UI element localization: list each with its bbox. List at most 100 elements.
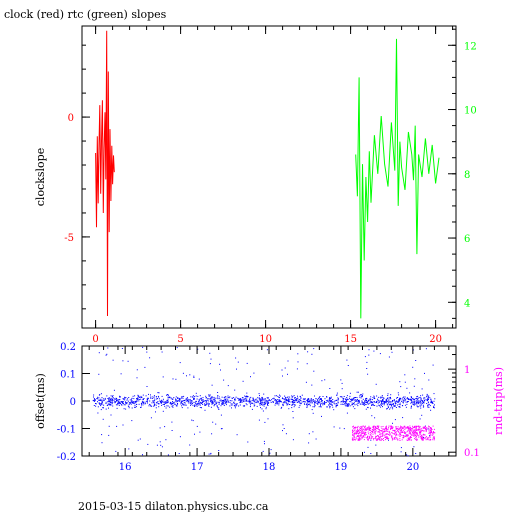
data-point-rnd-trip xyxy=(368,429,370,431)
data-point-offset xyxy=(113,389,115,391)
bottom-y-ticks: -0.2-0.100.10.2 xyxy=(57,342,90,463)
data-point-rnd-trip xyxy=(400,429,402,431)
data-point-offset xyxy=(331,401,333,403)
data-point-offset xyxy=(131,398,132,400)
data-point-rnd-trip xyxy=(375,426,377,428)
data-point-offset xyxy=(410,407,412,409)
data-point-offset xyxy=(128,448,130,450)
data-point-offset xyxy=(303,403,305,405)
data-point-rnd-trip xyxy=(417,434,419,436)
data-point-rnd-trip xyxy=(414,430,416,432)
data-point-offset xyxy=(172,399,174,400)
data-point-offset xyxy=(354,404,356,406)
data-point-offset xyxy=(354,397,356,399)
data-point-rnd-trip xyxy=(370,434,372,436)
data-point-rnd-trip xyxy=(412,427,414,429)
data-point-rnd-trip xyxy=(429,430,431,431)
data-point-offset xyxy=(414,400,416,402)
data-point-rnd-trip xyxy=(362,425,364,427)
data-point-offset xyxy=(286,402,288,404)
data-point-offset xyxy=(315,438,317,440)
data-point-offset xyxy=(381,395,383,397)
data-point-offset xyxy=(412,399,414,401)
data-point-offset xyxy=(334,403,336,405)
data-point-offset xyxy=(320,398,322,400)
data-point-offset xyxy=(354,400,356,402)
data-point-offset xyxy=(287,404,289,406)
data-point-offset xyxy=(428,398,429,400)
data-point-offset xyxy=(153,402,155,404)
data-point-offset xyxy=(99,399,101,401)
data-point-rnd-trip xyxy=(403,436,405,438)
data-point-offset xyxy=(199,404,201,406)
data-point-rnd-trip xyxy=(432,432,434,434)
data-point-offset xyxy=(351,399,352,401)
data-point-rnd-trip xyxy=(360,431,362,433)
data-point-offset xyxy=(337,402,339,404)
data-point-offset xyxy=(420,397,422,399)
data-point-offset xyxy=(119,395,120,397)
data-point-offset xyxy=(275,402,277,404)
data-point-offset xyxy=(308,403,310,405)
data-point-offset xyxy=(298,399,300,401)
data-point-offset xyxy=(247,441,249,443)
data-point-offset xyxy=(343,403,345,405)
data-point-rnd-trip xyxy=(388,432,390,434)
data-point-offset xyxy=(172,398,174,400)
data-point-offset xyxy=(178,400,180,401)
data-point-offset xyxy=(396,397,398,398)
data-point-offset xyxy=(260,403,262,405)
bottom-series xyxy=(92,346,436,457)
data-point-rnd-trip xyxy=(426,428,427,430)
data-point-rnd-trip xyxy=(414,426,416,428)
data-point-offset xyxy=(341,382,343,384)
data-point-offset xyxy=(324,402,326,404)
data-point-offset xyxy=(134,400,136,402)
data-point-offset xyxy=(119,396,121,398)
data-point-offset xyxy=(217,401,219,403)
data-point-rnd-trip xyxy=(409,432,411,434)
data-point-offset xyxy=(308,400,310,402)
data-point-offset xyxy=(136,397,138,399)
data-point-offset xyxy=(169,396,171,398)
data-point-offset xyxy=(306,407,308,408)
data-point-offset xyxy=(347,403,348,405)
data-point-offset xyxy=(231,400,233,402)
data-point-offset xyxy=(282,430,283,432)
data-point-offset xyxy=(386,404,388,406)
data-point-offset xyxy=(93,394,95,396)
data-point-offset xyxy=(142,402,144,404)
data-point-rnd-trip xyxy=(377,438,379,439)
data-point-offset xyxy=(178,398,180,399)
data-point-offset xyxy=(376,400,377,402)
data-point-offset xyxy=(428,403,430,405)
data-point-offset xyxy=(242,400,244,402)
data-point-offset xyxy=(427,404,429,406)
data-point-offset xyxy=(212,397,214,399)
data-point-offset xyxy=(264,443,265,445)
data-point-offset xyxy=(342,399,344,401)
data-point-offset xyxy=(306,401,308,403)
data-point-rnd-trip xyxy=(397,428,399,430)
data-point-offset xyxy=(126,402,128,404)
data-point-offset xyxy=(312,431,314,433)
data-point-rnd-trip xyxy=(373,428,375,430)
data-point-offset xyxy=(374,398,376,399)
data-point-rnd-trip xyxy=(378,429,380,431)
data-point-offset xyxy=(390,394,392,396)
data-point-offset xyxy=(245,399,247,401)
data-point-offset xyxy=(114,401,116,403)
data-point-offset xyxy=(433,407,435,409)
data-point-offset xyxy=(195,400,197,402)
data-point-offset xyxy=(179,399,181,401)
data-point-offset xyxy=(104,397,106,399)
data-point-rnd-trip xyxy=(415,439,417,441)
data-point-offset xyxy=(417,403,419,405)
data-point-rnd-trip xyxy=(370,430,372,432)
data-point-offset xyxy=(370,402,372,404)
data-point-offset xyxy=(320,403,322,405)
data-point-rnd-trip xyxy=(405,434,407,436)
data-point-offset xyxy=(125,408,127,410)
data-point-offset xyxy=(98,352,100,354)
data-point-offset xyxy=(147,443,149,445)
